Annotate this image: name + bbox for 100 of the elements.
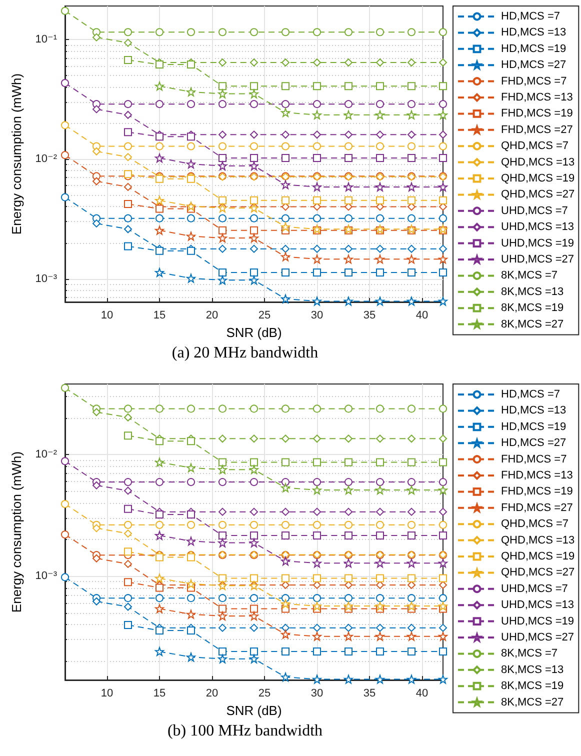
point	[218, 538, 227, 548]
x-axis-title: SNR (dB)	[226, 703, 282, 718]
point	[376, 674, 384, 684]
x-tick-label: 25	[258, 688, 271, 700]
point	[313, 100, 321, 108]
legend-label: HD,MCS =13	[501, 26, 566, 39]
point	[282, 244, 290, 253]
point	[407, 110, 416, 120]
point	[344, 28, 352, 36]
point	[187, 132, 195, 141]
point	[124, 110, 132, 119]
point	[312, 254, 322, 264]
point	[344, 244, 352, 253]
point	[408, 508, 416, 516]
legend-label: FHD,MCS =27	[501, 124, 573, 136]
point	[281, 108, 290, 117]
point	[218, 478, 226, 486]
point	[218, 100, 226, 108]
point	[376, 182, 384, 192]
point	[376, 244, 384, 253]
point	[156, 584, 164, 592]
x-tick-label: 30	[310, 688, 324, 700]
point	[218, 154, 226, 162]
point	[313, 531, 321, 540]
point	[124, 578, 132, 586]
point	[376, 130, 384, 139]
point	[218, 458, 226, 466]
point	[186, 610, 196, 619]
point	[344, 296, 353, 306]
point	[282, 100, 290, 108]
point	[186, 463, 196, 472]
point	[313, 404, 321, 413]
point	[408, 458, 416, 466]
point	[438, 485, 448, 494]
point	[282, 648, 290, 656]
point	[312, 296, 322, 306]
point	[124, 225, 132, 234]
point	[250, 214, 258, 222]
point	[156, 28, 164, 36]
legend-label: UHD,MCS =7	[501, 582, 568, 595]
point	[218, 434, 226, 443]
point	[61, 573, 69, 582]
point	[312, 632, 322, 641]
point	[408, 434, 416, 443]
point	[313, 196, 321, 204]
legend-label: 8K,MCS =19	[501, 302, 564, 314]
point	[282, 28, 290, 36]
point	[313, 130, 321, 139]
point	[156, 60, 164, 69]
point	[408, 574, 416, 582]
point	[155, 154, 164, 163]
point	[439, 100, 447, 108]
point	[408, 28, 416, 36]
point	[376, 154, 384, 162]
point	[438, 558, 448, 568]
point	[376, 485, 384, 494]
point	[124, 432, 132, 440]
point	[187, 404, 195, 413]
point	[439, 520, 447, 529]
point	[408, 214, 416, 222]
point	[282, 58, 290, 66]
point	[438, 296, 448, 306]
point	[218, 594, 226, 602]
x-tick-label: 25	[258, 310, 271, 322]
point	[408, 404, 416, 413]
legend-label: FHD,MCS =7	[501, 75, 567, 88]
x-tick-label: 40	[416, 688, 428, 700]
point	[408, 244, 416, 253]
point	[250, 574, 258, 582]
point	[155, 226, 164, 235]
point	[282, 142, 290, 150]
point	[376, 214, 384, 222]
point	[281, 180, 290, 190]
point	[408, 82, 416, 90]
point	[376, 602, 384, 611]
point	[408, 196, 416, 204]
point	[250, 458, 258, 466]
point	[344, 558, 353, 568]
point	[407, 296, 416, 306]
point	[61, 151, 69, 160]
point	[408, 58, 416, 66]
x-axis-title: SNR (dB)	[226, 325, 282, 340]
point	[344, 520, 352, 529]
point	[250, 142, 258, 150]
point	[376, 268, 384, 276]
point	[250, 508, 258, 516]
point	[218, 82, 226, 90]
point	[407, 182, 416, 192]
point	[250, 100, 258, 108]
legend-label: HD,MCS =7	[501, 10, 560, 22]
point	[218, 531, 226, 540]
x-tick-label: 30	[310, 310, 324, 322]
point	[408, 478, 416, 486]
text: (a) 20 MHz bandwidth	[172, 344, 318, 362]
legend-label: UHD,MCS =13	[501, 599, 574, 612]
point	[124, 56, 132, 64]
point	[438, 182, 448, 192]
point	[407, 632, 416, 641]
point	[344, 214, 352, 222]
point	[282, 404, 290, 413]
